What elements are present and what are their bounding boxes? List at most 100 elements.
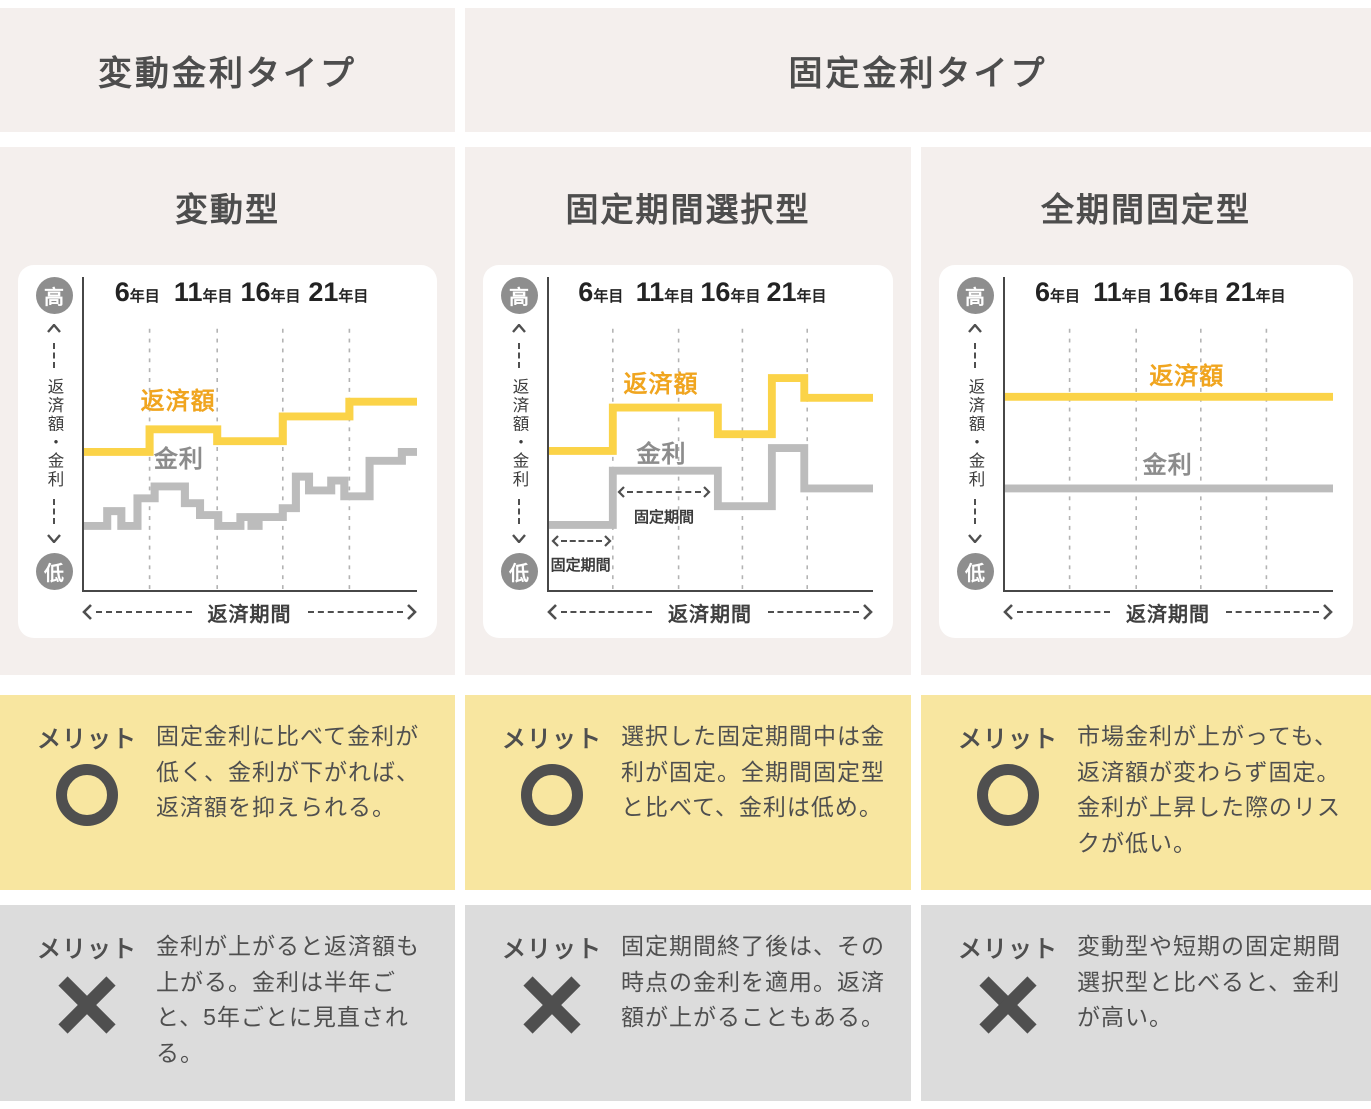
- chart-canvas: [549, 328, 873, 590]
- x-axis-label: 返済期間: [1126, 603, 1210, 626]
- demerit-label: メリット: [502, 936, 602, 963]
- demerit-text: 金利が上がると返済額も上がる。金利は半年ごと、5年ごとに見直される。: [156, 933, 420, 1066]
- merit-row: メリット 固定金利に比べて金利が低く、金利が下がれば、返済額を抑えられる。 メリ…: [0, 695, 1371, 890]
- merit-side: メリット: [22, 719, 152, 872]
- type-cell-variable: 変動型 高 返済額・金利 低 6年目 11年目 16年目 21年目 返済額 金利 返済期…: [0, 147, 455, 675]
- arrow-down-icon: [512, 534, 526, 543]
- x-axis-arrow: 返済期間: [82, 598, 417, 627]
- merit-label: メリット: [502, 726, 602, 753]
- fixed-period-arrow: [551, 535, 613, 547]
- x-axis-dash: [1017, 611, 1110, 613]
- merit-box-fixed-period-select: メリット 選択した固定期間中は金利が固定。全期間固定型と比べて、金利は低め。: [465, 695, 911, 890]
- arrow-right-icon: [604, 535, 612, 547]
- x-axis-label: 返済期間: [668, 603, 752, 626]
- y-low-badge: 低: [500, 553, 538, 590]
- fixed-period-label: 固定期間: [550, 556, 611, 574]
- demerit-box-full-period-fixed: メリット 変動型や短期の固定期間選択型と比べると、金利が高い。: [921, 905, 1371, 1101]
- chart-main: 高 返済額・金利 低 6年目 11年目 16年目 21年目 返済額 金利: [947, 277, 1333, 592]
- x-axis-dash: [96, 611, 192, 613]
- arrow-left-icon: [82, 604, 92, 620]
- x-axis-dash: [561, 611, 652, 613]
- demerit-x-icon: [979, 976, 1037, 1034]
- x-tick-label: 11年目: [1093, 277, 1152, 307]
- y-high-badge: 高: [956, 277, 994, 314]
- demerit-side: メリット: [487, 929, 617, 1083]
- y-axis-dash: [53, 343, 55, 368]
- header-variable-rate-type: 変動金利タイプ: [0, 8, 455, 132]
- x-axis-dash: [307, 611, 403, 613]
- arrow-up-icon: [47, 324, 61, 333]
- x-axis-arrow: 返済期間: [1003, 598, 1333, 627]
- header-fixed-rate-type: 固定金利タイプ: [465, 8, 1371, 132]
- plot-area: 返済額 金利: [84, 311, 417, 590]
- y-high-badge: 高: [35, 277, 73, 314]
- demerit-side: メリット: [943, 929, 1073, 1083]
- y-low-badge: 低: [35, 553, 73, 590]
- merit-box-full-period-fixed: メリット 市場金利が上がっても、返済額が変わらず固定。金利が上昇した際のリスクが…: [921, 695, 1371, 890]
- subtitle-fixed-period-select: 固定期間選択型: [565, 191, 811, 228]
- chart-card-fixed-period-select: 高 返済額・金利 低 6年目 11年目 16年目 21年目 返済額 金利 固定期間 固定期間…: [483, 265, 893, 638]
- arrow-up-icon: [968, 324, 982, 333]
- arrow-right-icon: [703, 486, 711, 499]
- series-label-rate: 金利: [1142, 451, 1193, 479]
- y-axis-label: 返済額・金利: [510, 378, 528, 489]
- plot-area: 返済額 金利 固定期間 固定期間: [549, 311, 873, 590]
- y-axis-dash: [518, 499, 520, 524]
- fixed-period-label: 固定期間: [634, 509, 695, 527]
- arrow-down-icon: [968, 534, 982, 543]
- arrow-up-icon: [512, 324, 526, 333]
- series-label-repayment: 返済額: [623, 371, 699, 398]
- arrow-down-icon: [47, 534, 61, 543]
- demerit-text: 変動型や短期の固定期間選択型と比べると、金利が高い。: [1077, 933, 1341, 1031]
- series-label-rate: 金利: [153, 446, 204, 474]
- y-axis-label: 返済額・金利: [45, 378, 63, 489]
- x-axis-row: 返済期間: [1003, 592, 1333, 632]
- series-line-repayment: [549, 374, 873, 455]
- arrow-left-icon: [547, 604, 557, 620]
- demerit-label: メリット: [37, 936, 137, 963]
- merit-box-variable: メリット 固定金利に比べて金利が低く、金利が下がれば、返済額を抑えられる。: [0, 695, 455, 890]
- x-axis-dash: [1226, 611, 1319, 613]
- y-axis-label: 返済額・金利: [966, 378, 984, 489]
- demerit-row: メリット 金利が上がると返済額も上がる。金利は半年ごと、5年ごとに見直される。 …: [0, 905, 1371, 1101]
- demerit-label: メリット: [958, 936, 1058, 963]
- y-axis-dash: [974, 343, 976, 368]
- demerit-side: メリット: [22, 929, 152, 1083]
- x-axis-row: 返済期間: [547, 592, 873, 632]
- type-cell-fixed-period-select: 固定期間選択型 高 返済額・金利 低 6年目 11年目 16年目 21年目 返済額 金利…: [465, 147, 911, 675]
- x-tick-label: 21年目: [766, 277, 827, 307]
- y-high-badge: 高: [500, 277, 538, 314]
- x-axis-row: 返済期間: [82, 592, 417, 632]
- type-cell-full-period-fixed: 全期間固定型 高 返済額・金利 低 6年目 11年目 16年目 21年目 返済額 金利 …: [921, 147, 1371, 675]
- y-axis-dash: [974, 499, 976, 524]
- demerit-x-icon: [58, 976, 116, 1034]
- x-tick-label: 21年目: [308, 277, 369, 307]
- y-axis-dash: [53, 499, 55, 524]
- fixed-period-arrow: [617, 486, 711, 499]
- series-label-repayment: 返済額: [1149, 362, 1225, 390]
- merit-text: 市場金利が上がっても、返済額が変わらず固定。金利が上昇した際のリスクが低い。: [1077, 723, 1341, 856]
- merit-circle-icon: [56, 764, 118, 826]
- merit-text: 選択した固定期間中は金利が固定。全期間固定型と比べて、金利は低め。: [621, 723, 885, 821]
- demerit-box-fixed-period-select: メリット 固定期間終了後は、その時点の金利を適用。返済額が上がることもある。: [465, 905, 911, 1101]
- x-axis-label: 返済期間: [207, 603, 292, 626]
- x-tick-label: 16年目: [240, 277, 301, 307]
- merit-label: メリット: [958, 726, 1058, 753]
- x-tick-label: 6年目: [1034, 277, 1080, 307]
- arrow-right-icon: [863, 604, 873, 620]
- chart-row: 変動型 高 返済額・金利 低 6年目 11年目 16年目 21年目 返済額 金利 返済期…: [0, 147, 1371, 675]
- x-axis-dash: [768, 611, 859, 613]
- y-axis-rail: 高 返済額・金利 低: [947, 277, 1003, 592]
- merit-side: メリット: [943, 719, 1073, 872]
- series-label-rate: 金利: [636, 440, 687, 468]
- x-tick-label: 11年目: [635, 277, 695, 307]
- x-tick-labels: 6年目 11年目 16年目 21年目: [549, 277, 873, 311]
- x-tick-label: 21年目: [1225, 277, 1286, 307]
- type-header-row: 変動金利タイプ 固定金利タイプ: [0, 8, 1371, 132]
- series-label-repayment: 返済額: [140, 387, 216, 415]
- x-tick-label: 6年目: [578, 277, 624, 307]
- merit-text: 固定金利に比べて金利が低く、金利が下がれば、返済額を抑えられる。: [156, 723, 420, 821]
- fixed-period-dash: [560, 540, 603, 543]
- chart-canvas: [84, 328, 417, 590]
- y-low-badge: 低: [956, 553, 994, 590]
